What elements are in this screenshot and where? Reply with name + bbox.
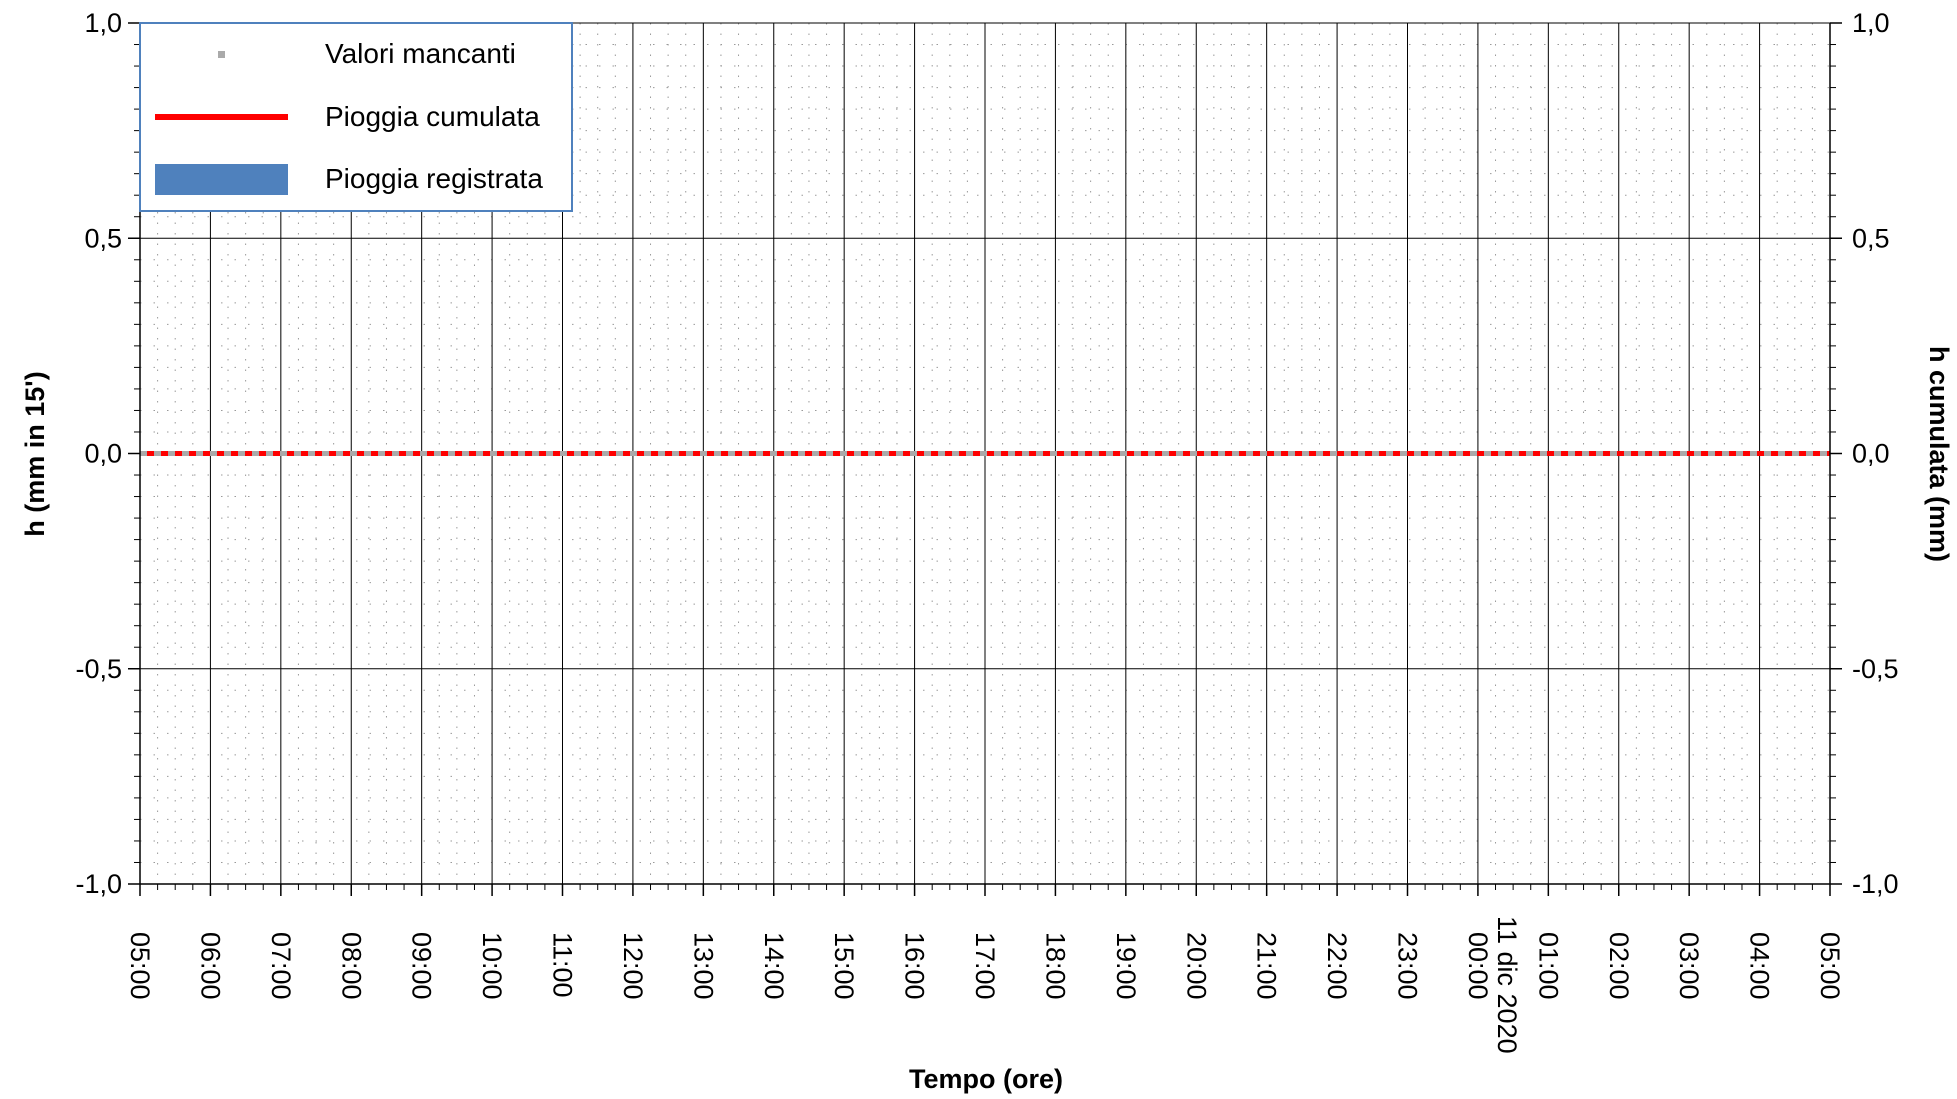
y-tick-label-left: 0,0 <box>84 439 122 469</box>
date-label: 11 dic 2020 <box>1492 916 1522 1054</box>
legend-label-recorded: Pioggia registrata <box>325 163 543 194</box>
y-axis-title-right: h cumulata (mm) <box>1924 346 1954 562</box>
x-tick-label: 13:00 <box>688 932 718 1000</box>
legend-label-missing: Valori mancanti <box>325 38 516 69</box>
x-tick-label: 17:00 <box>970 932 1000 1000</box>
legend-cumulative-swatch <box>155 114 288 120</box>
x-tick-label: 15:00 <box>829 932 859 1000</box>
x-tick-label: 20:00 <box>1181 932 1211 1000</box>
x-tick-label: 02:00 <box>1604 932 1634 1000</box>
x-tick-label: 12:00 <box>618 932 648 1000</box>
x-tick-label: 04:00 <box>1745 932 1775 1000</box>
y-axis-title-left: h (mm in 15') <box>20 371 50 536</box>
x-tick-label: 18:00 <box>1040 932 1070 1000</box>
x-tick-label: 06:00 <box>195 932 225 1000</box>
tick-labels: -1,0 -1,0 -0,5 -0,5 0,0 0,0 0,5 0,5 1,0 1,0 05:00 0… <box>75 8 1898 1054</box>
x-tick-label: 08:00 <box>336 932 366 1000</box>
x-tick-label: 11:00 <box>548 932 578 998</box>
y-tick-label-left: -0,5 <box>75 654 122 684</box>
x-tick-label: 21:00 <box>1252 932 1282 1000</box>
legend: Valori mancanti Pioggia cumulata Pioggia… <box>139 22 573 212</box>
y-tick-label-left: -1,0 <box>75 869 122 899</box>
y-tick-label-right: -0,5 <box>1852 654 1899 684</box>
x-axis-title: Tempo (ore) <box>909 1064 1063 1094</box>
x-tick-label: 03:00 <box>1674 932 1704 1000</box>
x-tick-label: 14:00 <box>759 932 789 1000</box>
y-tick-label-right: 0,0 <box>1852 439 1890 469</box>
y-tick-label-right: 1,0 <box>1852 8 1890 38</box>
legend-recorded-swatch <box>155 164 288 195</box>
x-tick-label: 00:00 <box>1463 932 1493 1000</box>
y-tick-label-left: 1,0 <box>84 8 122 38</box>
y-tick-label-left: 0,5 <box>84 223 122 253</box>
x-tick-label: 22:00 <box>1322 932 1352 1000</box>
x-tick-label: 23:00 <box>1393 932 1423 1000</box>
y-tick-label-right: -1,0 <box>1852 869 1899 899</box>
x-tick-label: 19:00 <box>1111 932 1141 1000</box>
x-tick-label: 01:00 <box>1533 932 1563 1000</box>
x-tick-label: 10:00 <box>477 932 507 1000</box>
x-tick-label: 07:00 <box>266 932 296 1000</box>
legend-label-cumulative: Pioggia cumulata <box>325 101 540 132</box>
x-tick-label: 09:00 <box>407 932 437 1000</box>
x-tick-label: 05:00 <box>1815 932 1845 1000</box>
x-tick-label: 05:00 <box>125 932 155 1000</box>
legend-missing-marker <box>218 51 225 58</box>
y-tick-label-right: 0,5 <box>1852 223 1890 253</box>
x-tick-label: 16:00 <box>900 932 930 1000</box>
